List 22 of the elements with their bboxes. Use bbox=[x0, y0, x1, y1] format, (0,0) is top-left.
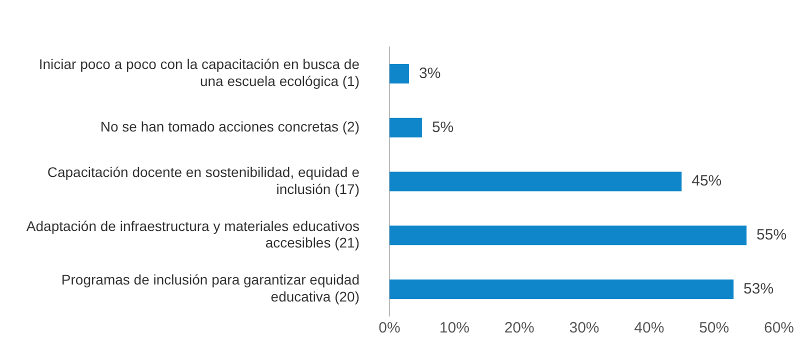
x-tick-label: 10% bbox=[439, 319, 470, 336]
y-tick-label: Programas de inclusión para garantizar equidad educativa (20) bbox=[61, 272, 360, 305]
x-tick-label: 50% bbox=[699, 319, 730, 336]
bar bbox=[390, 280, 734, 299]
bar bbox=[390, 172, 682, 192]
x-tick-label: 0% bbox=[378, 319, 400, 336]
bar bbox=[390, 118, 422, 138]
x-tick-label: 60% bbox=[764, 319, 794, 336]
bar bbox=[390, 64, 409, 84]
data-label: 53% bbox=[744, 280, 774, 298]
y-tick-label: Adaptación de infraestructura y materiales educativos accesibles (21) bbox=[26, 218, 360, 251]
data-label: 5% bbox=[432, 118, 454, 136]
data-label: 55% bbox=[756, 226, 787, 244]
x-tick-label: 30% bbox=[569, 319, 600, 336]
x-tick-label: 20% bbox=[504, 319, 534, 336]
y-tick-label: Iniciar poco a poco con la capacitación en busca de una escuela ecológica (1) bbox=[38, 56, 360, 89]
x-tick-label: 40% bbox=[634, 319, 664, 336]
data-label: 45% bbox=[692, 172, 722, 190]
y-tick-label: No se han tomado acciones concretas (2) bbox=[100, 118, 360, 134]
y-tick-label: Capacitación docente en sostenibilidad, equidad e inclusión (17) bbox=[47, 164, 360, 197]
data-label: 3% bbox=[418, 64, 441, 82]
bar bbox=[390, 226, 747, 246]
